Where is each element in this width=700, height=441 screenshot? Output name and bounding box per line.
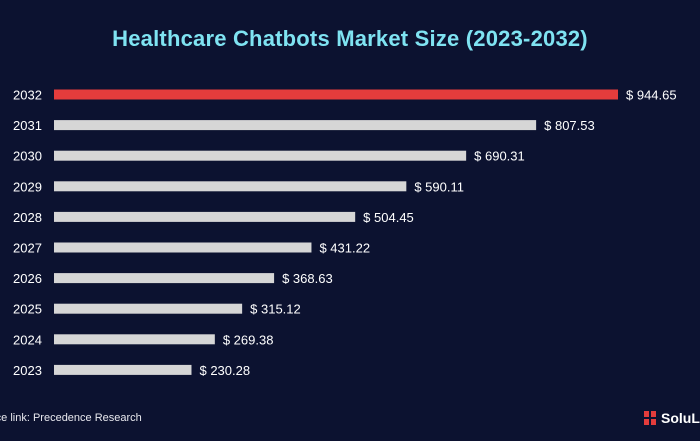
year-label-2032: 2032 — [13, 88, 42, 103]
bar-2024 — [54, 334, 215, 345]
value-label-2025: $ 315.12 — [250, 302, 301, 317]
bar-2031 — [54, 120, 537, 131]
value-label-2030: $ 690.31 — [474, 149, 525, 164]
year-label-2031: 2031 — [13, 118, 42, 133]
bar-2027 — [54, 242, 312, 253]
bar-2026 — [54, 273, 275, 284]
value-label-2028: $ 504.45 — [363, 210, 414, 225]
year-label-2029: 2029 — [13, 179, 42, 194]
logo-text: SoluL — [661, 410, 700, 426]
value-label-2029: $ 590.11 — [414, 179, 464, 194]
chart-title: Healthcare Chatbots Market Size (2023-20… — [112, 26, 588, 51]
value-label-2027: $ 431.22 — [319, 241, 370, 256]
year-label-2026: 2026 — [13, 271, 42, 286]
value-label-2026: $ 368.63 — [282, 271, 333, 286]
year-label-2027: 2027 — [13, 241, 42, 256]
logo-icon — [644, 410, 656, 425]
company-logo: SoluL — [644, 410, 700, 426]
bar-2028 — [54, 211, 356, 222]
value-label-2032: $ 944.65 — [626, 88, 677, 103]
year-label-2030: 2030 — [13, 149, 42, 164]
bar-2023 — [54, 364, 192, 375]
year-label-2025: 2025 — [13, 302, 42, 317]
bar-2032 — [54, 89, 618, 100]
source-note: rce link: Precedence Research — [0, 412, 142, 424]
year-label-2023: 2023 — [13, 363, 42, 378]
bar-2029 — [54, 181, 407, 192]
bar-2025 — [54, 303, 243, 314]
value-label-2023: $ 230.28 — [199, 363, 250, 378]
year-label-2024: 2024 — [13, 332, 42, 347]
bar-2030 — [54, 150, 467, 161]
value-label-2024: $ 269.38 — [223, 332, 274, 347]
year-label-2028: 2028 — [13, 210, 42, 225]
value-label-2031: $ 807.53 — [544, 118, 595, 133]
